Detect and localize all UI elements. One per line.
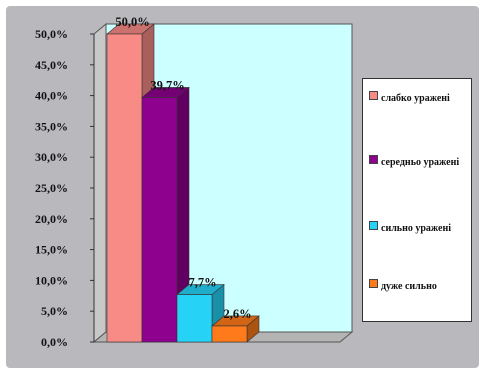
legend-swatch — [369, 221, 378, 230]
legend-label: дуже сильно — [381, 281, 437, 292]
legend-item: слабко уражені — [369, 91, 469, 105]
legend-item: дуже сильно — [369, 279, 469, 293]
data-label: 2,6% — [223, 307, 251, 321]
legend-label: слабко уражені — [381, 93, 450, 104]
legend-swatch — [369, 155, 378, 164]
legend: слабко уражені середньо уражені сильно ура… — [362, 78, 472, 322]
data-label: 7,7% — [188, 276, 216, 290]
legend-item: сильно уражені — [369, 221, 469, 235]
bar — [211, 325, 248, 343]
y-tick-label: 5,0% — [41, 304, 68, 318]
bar — [176, 294, 213, 343]
data-label: 39,7% — [150, 78, 184, 92]
legend-swatch — [369, 91, 378, 100]
legend-swatch — [369, 279, 378, 288]
data-label: 50,0% — [115, 15, 149, 29]
legend-label: середньо уражені — [381, 157, 460, 168]
bar — [106, 33, 143, 343]
y-tick-label: 15,0% — [35, 243, 68, 257]
plot-side-wall — [93, 22, 107, 344]
bar — [141, 97, 178, 343]
legend-label: сильно уражені — [381, 223, 452, 234]
y-tick-label: 50,0% — [35, 27, 68, 41]
legend-item: середньо уражені — [369, 155, 469, 169]
y-tick-label: 20,0% — [35, 212, 68, 226]
y-tick-label: 0,0% — [41, 335, 68, 349]
y-tick-label: 25,0% — [35, 181, 68, 195]
y-tick-label: 30,0% — [35, 150, 68, 164]
y-tick-label: 40,0% — [35, 89, 68, 103]
y-tick-label: 10,0% — [35, 273, 68, 287]
y-tick-label: 45,0% — [35, 58, 68, 72]
y-tick-label: 35,0% — [35, 119, 68, 133]
